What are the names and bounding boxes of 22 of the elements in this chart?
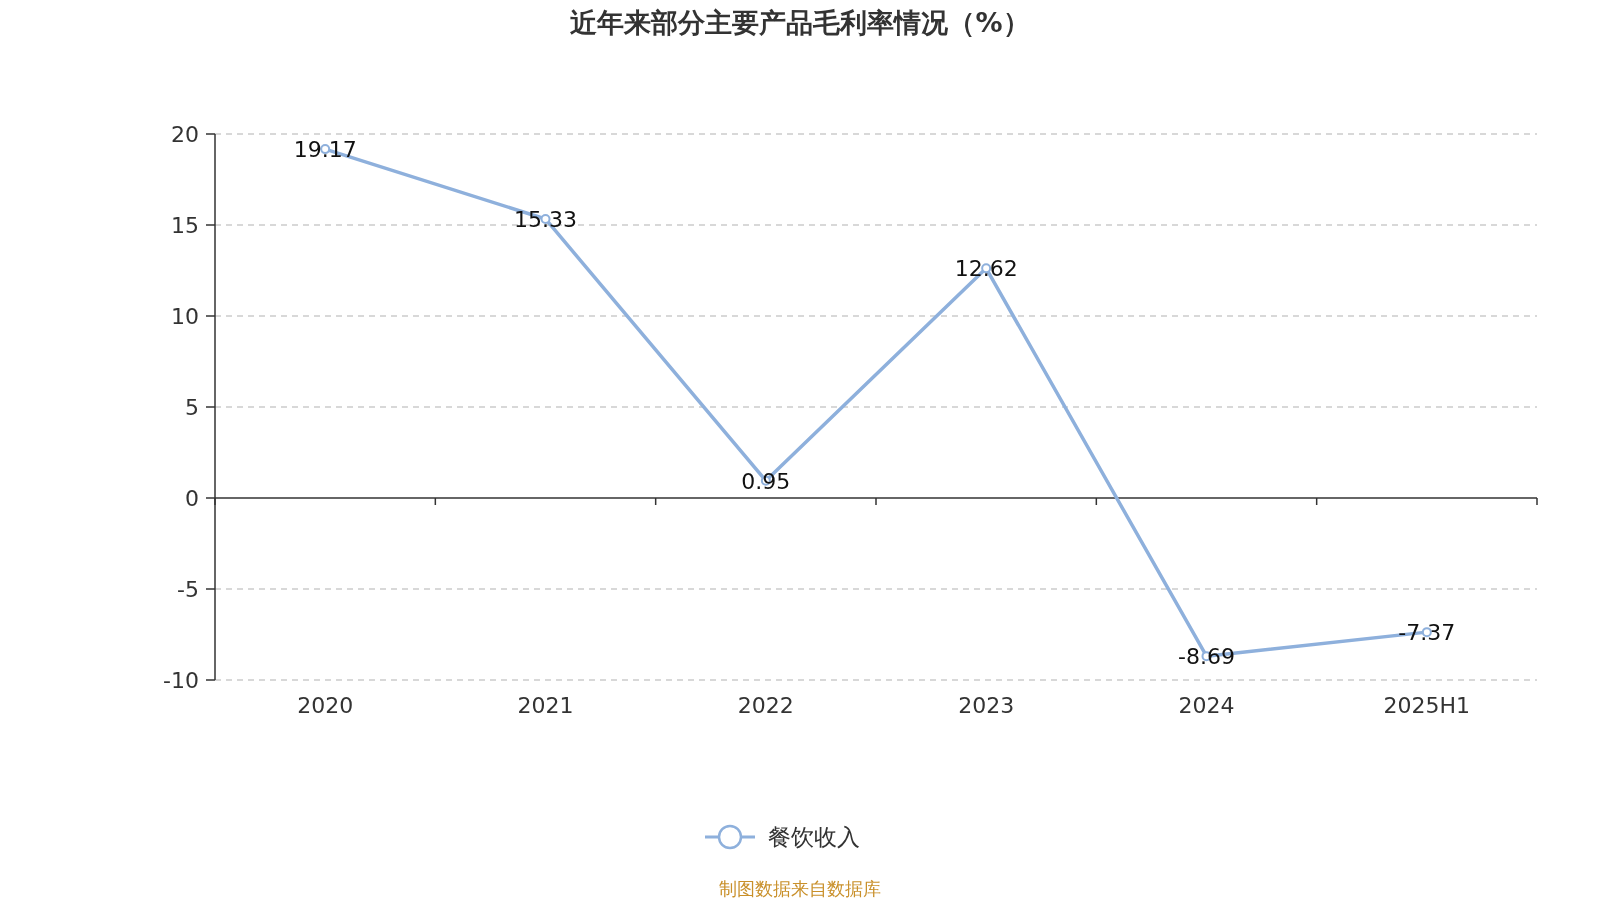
data-label: -8.69 <box>1178 644 1235 670</box>
x-tick-label: 2025H1 <box>1383 693 1471 718</box>
text: 制图数据来自数据库 <box>719 878 881 899</box>
y-tick-label: -5 <box>177 577 199 602</box>
y-tick-label: 10 <box>171 304 199 329</box>
data-label: 12.62 <box>954 256 1018 282</box>
data-label: 19.17 <box>293 137 357 163</box>
data-label: 15.33 <box>514 206 577 232</box>
x-tick-label: 2021 <box>517 693 574 718</box>
x-tick-label: 2024 <box>1178 693 1235 718</box>
y-tick-label: 20 <box>171 122 199 147</box>
y-tick-label: 15 <box>171 213 199 238</box>
x-tick-label: 2020 <box>297 693 354 718</box>
y-tick-label: -10 <box>163 668 199 693</box>
data-label: 0.95 <box>741 468 791 494</box>
y-tick-label: 0 <box>185 486 199 511</box>
legend-label: 餐饮收入 <box>768 824 860 850</box>
x-tick-label: 2023 <box>958 693 1015 718</box>
x-tick-label: 2022 <box>737 693 794 718</box>
y-tick-label: 5 <box>185 395 199 420</box>
data-label: -7.37 <box>1398 620 1456 646</box>
chart-title: 近年来部分主要产品毛利率情况（%） <box>570 7 1030 38</box>
